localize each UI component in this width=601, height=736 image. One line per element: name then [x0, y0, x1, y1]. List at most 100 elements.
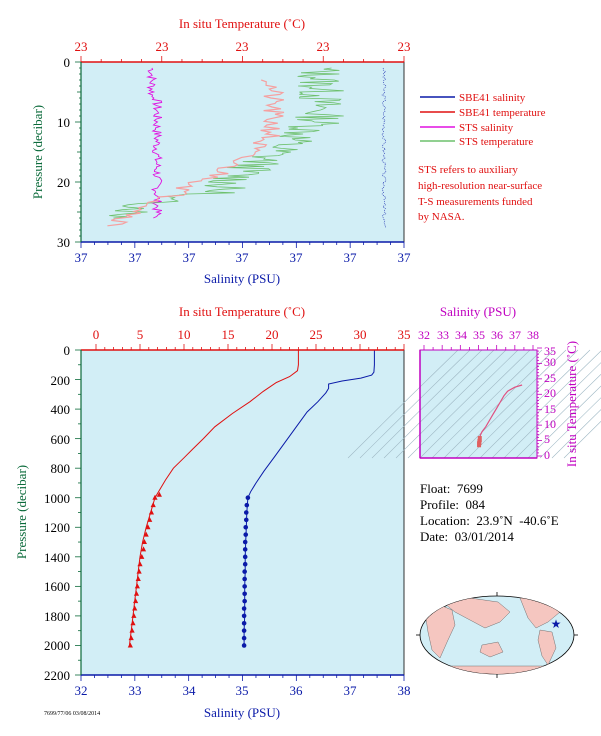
main-panel-ticks: [75, 344, 405, 681]
location-value: 23.9˚N -40.6˚E: [476, 513, 559, 528]
main-temp-tick-label: 35: [398, 327, 411, 342]
sts-note: STS refers to auxiliary high-resolution …: [418, 164, 542, 223]
top-temp-tick-label: 23: [236, 39, 249, 54]
temperature-sample-marker: [143, 531, 149, 537]
salinity-sample-marker: [245, 495, 251, 501]
top-salinity-tick-label: 37: [236, 250, 250, 265]
salinity-sample-marker: [242, 554, 248, 560]
main-salinity-tick-label: 35: [236, 683, 249, 698]
temperature-sample-marker: [128, 635, 134, 641]
top-salinity-tick-label: 37: [398, 250, 412, 265]
salinity-sample-marker: [242, 598, 247, 604]
temperature-sample-marker: [130, 620, 136, 626]
main-pressure-tick-label: 2000: [44, 638, 70, 653]
main-pressure-tick-label: 1800: [44, 609, 70, 624]
main-panel-temp-title: In situ Temperature (˚C): [179, 304, 305, 319]
inset-salinity-tick-label: 38: [527, 328, 539, 342]
map-land-greenland: [555, 596, 569, 605]
density-contour: [395, 349, 507, 459]
inset-profile: [477, 384, 523, 448]
temperature-sample-marker: [148, 509, 155, 515]
ts-deep-marker: [477, 436, 482, 443]
density-contour: [455, 349, 567, 459]
inset-temp-tick-label: 0: [544, 448, 550, 462]
temperature-sample-marker: [127, 642, 133, 648]
inset-salinity-tick-label: 35: [473, 328, 485, 342]
salinity-sample-marker: [243, 517, 249, 523]
temperature-sample-marker: [152, 494, 158, 500]
float-info: Float: 7699 Profile: 084 Location: 23.9˚…: [420, 481, 559, 545]
main-salinity-tick-label: 36: [290, 683, 304, 698]
inset-salinity-tick-labels: 32 33 34 35 36 37 38: [418, 328, 539, 342]
salinity-sample-marker: [242, 584, 247, 589]
temperature-sample-marker: [133, 598, 139, 604]
density-contour: [443, 349, 555, 459]
density-contour: [515, 373, 601, 459]
main-pressure-tick-label: 2200: [44, 668, 70, 683]
sts-temperature-line: [109, 67, 344, 219]
top-panel-salinity-tick-labels: 37 37 37 37 37 37 37: [75, 250, 412, 265]
sbe41-temperature-fine-line: [107, 79, 285, 227]
density-contour: [467, 349, 579, 459]
ts-deep-marker: [477, 439, 482, 446]
sbe41-salinity-fine-line: [381, 67, 387, 229]
salinity-sample-marker: [242, 576, 247, 582]
map-land-australia: [479, 641, 504, 658]
main-temp-tick-label: 30: [354, 327, 367, 342]
density-contour: [551, 409, 601, 459]
temperature-sample-marker: [137, 561, 143, 567]
top-salinity-tick-label: 37: [129, 250, 143, 265]
density-contour: [347, 349, 459, 459]
inset-salinity-tick-label: 37: [509, 328, 521, 342]
sts-note-line: T-S measurements funded: [418, 196, 533, 208]
inset-temp-tick-label: 35: [544, 344, 556, 358]
map-land-asia: [439, 597, 511, 629]
inset-ticks: [423, 345, 542, 457]
inset-temp-title: In situ Temperature (˚C): [564, 341, 579, 467]
inset-salinity-tick-label: 33: [437, 328, 449, 342]
top-salinity-tick-label: 37: [75, 250, 89, 265]
profile-label: Profile:: [420, 497, 459, 512]
top-temp-tick-label: 23: [398, 39, 411, 54]
inset-salinity-tick-label: 32: [418, 328, 430, 342]
top-panel-salinity-title: Salinity (PSU): [204, 271, 280, 286]
salinity-sample-marker: [241, 606, 247, 611]
density-contour: [503, 362, 601, 459]
top-salinity-tick-label: 37: [290, 250, 304, 265]
profile-value: 084: [465, 497, 486, 512]
inset-temp-tick-label: 15: [544, 402, 556, 416]
sts-note-line: STS refers to auxiliary: [418, 164, 518, 176]
top-panel-temp-tick-labels: 23 23 23 23 23: [75, 39, 411, 54]
main-panel-pressure-title: Pressure (decibar): [14, 465, 29, 559]
main-pressure-tick-label: 1000: [44, 491, 70, 506]
main-pressure-tick-label: 0: [64, 343, 71, 358]
density-contour: [539, 397, 601, 459]
main-salinity-tick-label: 33: [129, 683, 142, 698]
top-pressure-tick-label: 0: [64, 55, 71, 70]
temperature-sample-marker: [140, 546, 147, 552]
salinity-sample-marker: [241, 635, 247, 641]
main-temp-tick-label: 0: [93, 327, 100, 342]
date-row: Date: 03/01/2014: [420, 529, 559, 545]
main-temp-tick-label: 5: [137, 327, 144, 342]
main-panel-pressure-tick-labels: 0 200 400 600 800 1000 1200 1400 1600 18…: [44, 343, 70, 683]
top-panel-pressure-title: Pressure (decibar): [30, 105, 45, 199]
main-salinity-tick-label: 38: [398, 683, 411, 698]
legend: SBE41 salinity SBE41 temperature STS sal…: [420, 92, 546, 148]
main-panel-salinity-tick-labels: 32 33 34 35 36 37 38: [75, 683, 411, 698]
main-temp-tick-label: 20: [266, 327, 279, 342]
salinity-sample-marker: [241, 643, 247, 648]
main-pressure-tick-label: 800: [51, 461, 71, 476]
legend-label-sbe41-salinity: SBE41 salinity: [459, 92, 526, 104]
main-panel: In situ Temperature (˚C) 0 5 10 15 20 25…: [14, 304, 411, 720]
main-salinity-tick-label: 34: [183, 683, 197, 698]
sts-note-line: high-resolution near-surface: [418, 180, 542, 192]
top-pressure-tick-label: 20: [57, 175, 70, 190]
main-pressure-tick-label: 400: [51, 402, 71, 417]
top-profiles: [107, 67, 387, 229]
legend-label-sts-temperature: STS temperature: [459, 136, 533, 148]
salinity-sample-marker: [242, 591, 247, 597]
inset-temp-tick-label: 5: [544, 432, 550, 446]
main-salinity-tick-label: 37: [344, 683, 358, 698]
